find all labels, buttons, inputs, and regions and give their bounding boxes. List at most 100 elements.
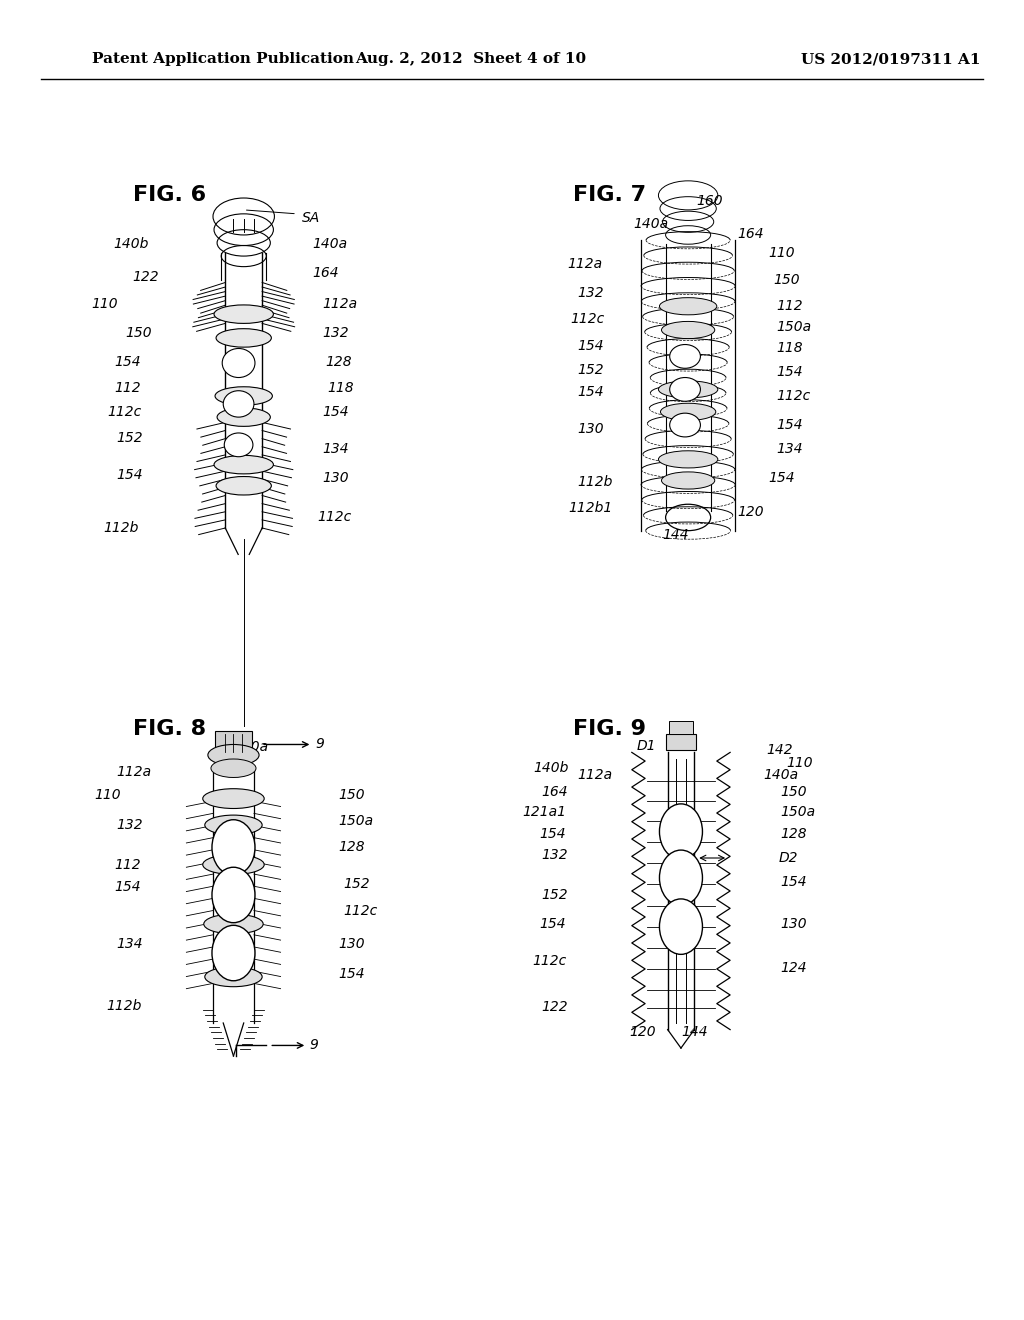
Circle shape — [212, 867, 255, 923]
Circle shape — [212, 820, 255, 875]
Text: 134: 134 — [776, 442, 803, 455]
Text: 140b: 140b — [113, 238, 148, 251]
Text: 154: 154 — [578, 339, 604, 352]
Ellipse shape — [222, 348, 255, 378]
Text: 112a: 112a — [578, 768, 612, 781]
Text: 130: 130 — [323, 471, 349, 484]
Text: 154: 154 — [776, 366, 803, 379]
Text: 112a: 112a — [117, 766, 152, 779]
Circle shape — [659, 804, 702, 859]
Ellipse shape — [658, 451, 718, 469]
Text: 154: 154 — [115, 880, 141, 894]
Text: FIG. 6: FIG. 6 — [133, 185, 206, 205]
Text: 112b: 112b — [577, 475, 612, 488]
Text: 160: 160 — [696, 194, 723, 207]
Text: 122: 122 — [132, 271, 159, 284]
Text: 152: 152 — [578, 363, 604, 376]
Text: 128: 128 — [326, 355, 352, 368]
Text: 142: 142 — [766, 743, 793, 756]
Text: 120: 120 — [630, 1026, 656, 1039]
Text: 121a1: 121a1 — [522, 805, 566, 818]
Ellipse shape — [204, 913, 263, 935]
Ellipse shape — [203, 855, 264, 874]
Text: 154: 154 — [115, 355, 141, 368]
Text: 112c: 112c — [108, 405, 141, 418]
Ellipse shape — [216, 329, 271, 347]
Ellipse shape — [203, 789, 264, 808]
Text: 154: 154 — [338, 968, 365, 981]
Text: 112c: 112c — [343, 904, 377, 917]
Ellipse shape — [223, 391, 254, 417]
Text: US 2012/0197311 A1: US 2012/0197311 A1 — [801, 53, 981, 66]
Text: 112: 112 — [776, 300, 803, 313]
Text: 110: 110 — [94, 788, 121, 801]
Text: 112a: 112a — [567, 257, 602, 271]
Text: 120: 120 — [737, 506, 764, 519]
Ellipse shape — [659, 297, 717, 315]
Text: SA: SA — [302, 211, 321, 224]
Text: 154: 154 — [540, 828, 566, 841]
Ellipse shape — [217, 408, 270, 426]
Text: 112c: 112c — [317, 511, 351, 524]
Text: 150a: 150a — [338, 814, 373, 828]
Bar — [215, 731, 252, 755]
Text: 154: 154 — [117, 469, 143, 482]
Ellipse shape — [208, 744, 259, 766]
Text: 140a: 140a — [763, 768, 798, 781]
Text: 9: 9 — [315, 738, 325, 751]
Ellipse shape — [660, 404, 716, 420]
Text: FIG. 9: FIG. 9 — [573, 719, 646, 739]
Text: 154: 154 — [776, 418, 803, 432]
Ellipse shape — [224, 433, 253, 457]
Text: 110: 110 — [768, 247, 795, 260]
Ellipse shape — [211, 759, 256, 777]
Text: 128: 128 — [780, 828, 807, 841]
Text: 128: 128 — [338, 841, 365, 854]
Text: 130: 130 — [338, 937, 365, 950]
Text: 164: 164 — [542, 785, 568, 799]
Text: 154: 154 — [323, 405, 349, 418]
Text: D1: D1 — [637, 739, 656, 752]
Circle shape — [212, 925, 255, 981]
Text: 132: 132 — [117, 818, 143, 832]
Text: 152: 152 — [343, 878, 370, 891]
Ellipse shape — [205, 814, 262, 836]
Text: 134: 134 — [323, 442, 349, 455]
Bar — [669, 721, 693, 734]
Ellipse shape — [216, 477, 271, 495]
Text: 112: 112 — [115, 381, 141, 395]
Text: 112: 112 — [115, 858, 141, 871]
Text: 132: 132 — [323, 326, 349, 339]
Text: 112b1: 112b1 — [568, 502, 612, 515]
Text: 164: 164 — [737, 227, 764, 240]
Text: 152: 152 — [117, 432, 143, 445]
Text: FIG. 7: FIG. 7 — [573, 185, 646, 205]
Ellipse shape — [662, 321, 715, 339]
Text: 118: 118 — [328, 381, 354, 395]
Ellipse shape — [214, 305, 273, 323]
Ellipse shape — [214, 455, 273, 474]
Text: 154: 154 — [540, 917, 566, 931]
Ellipse shape — [205, 966, 262, 987]
Ellipse shape — [658, 381, 718, 399]
Ellipse shape — [662, 471, 715, 490]
Text: 150: 150 — [773, 273, 800, 286]
Ellipse shape — [670, 413, 700, 437]
Text: 134: 134 — [117, 937, 143, 950]
Text: FIG. 8: FIG. 8 — [133, 719, 206, 739]
Text: 112c: 112c — [776, 389, 810, 403]
Text: Aug. 2, 2012  Sheet 4 of 10: Aug. 2, 2012 Sheet 4 of 10 — [355, 53, 587, 66]
Text: 112b: 112b — [102, 521, 138, 535]
Text: 9: 9 — [309, 1039, 318, 1052]
Text: 110: 110 — [786, 756, 813, 770]
Text: 140a: 140a — [312, 238, 347, 251]
Text: 130: 130 — [578, 422, 604, 436]
Text: 112a: 112a — [323, 297, 357, 310]
Bar — [666, 734, 696, 750]
Text: 112c: 112c — [532, 954, 566, 968]
Circle shape — [659, 899, 702, 954]
Text: 164: 164 — [312, 267, 339, 280]
Text: Patent Application Publication: Patent Application Publication — [92, 53, 354, 66]
Circle shape — [659, 850, 702, 906]
Text: 110: 110 — [91, 297, 118, 310]
